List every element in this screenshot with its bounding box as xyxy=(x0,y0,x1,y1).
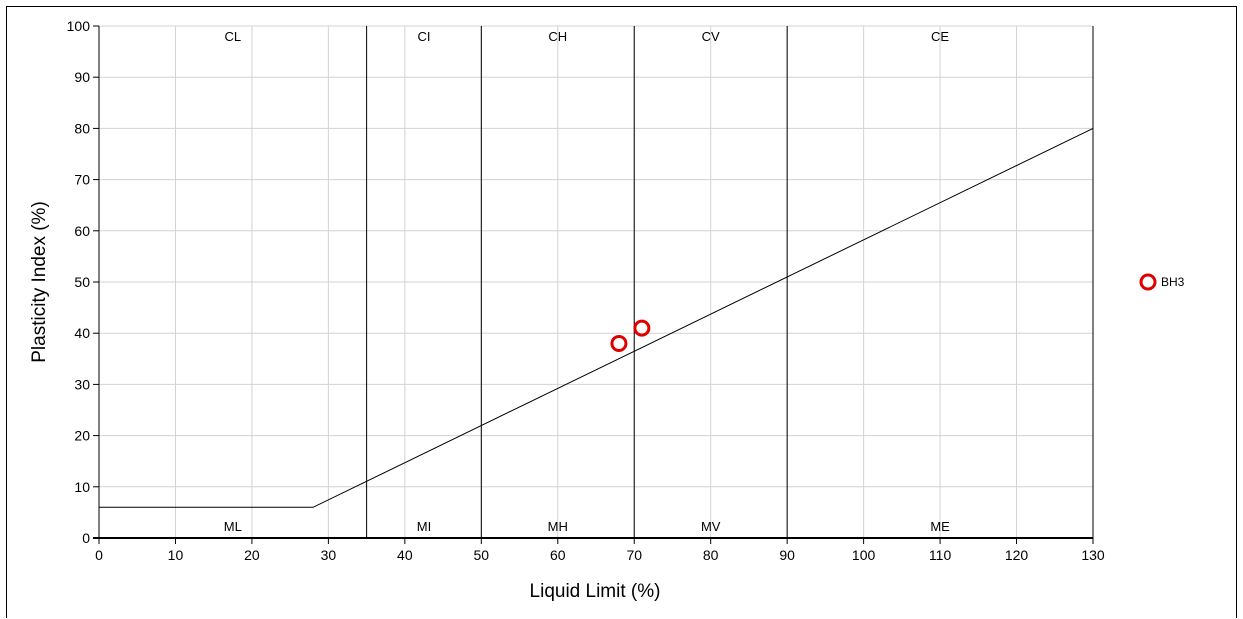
zone-label-upper: CV xyxy=(702,29,720,44)
zone-label-lower: MV xyxy=(701,519,721,534)
legend: BH3 xyxy=(1139,273,1185,291)
zone-labels: CL CI CH CV CE ML MI MH MV ME xyxy=(224,29,950,534)
tick-labels: 0 10 20 30 40 50 60 70 80 90 100 110 120 130 0 10 20 30 40… xyxy=(67,18,1105,563)
x-tick-label: 40 xyxy=(397,547,413,563)
y-tick-label: 40 xyxy=(74,325,90,341)
legend-label: BH3 xyxy=(1161,275,1185,289)
x-tick-label: 0 xyxy=(95,547,103,563)
y-tick-label: 50 xyxy=(74,274,90,290)
x-tick-label: 30 xyxy=(321,547,337,563)
y-tick-label: 60 xyxy=(74,223,90,239)
zone-label-lower: ML xyxy=(224,519,242,534)
data-point xyxy=(610,334,628,352)
y-tick-label: 70 xyxy=(74,172,90,188)
grid xyxy=(98,25,1094,539)
x-axis-title: Liquid Limit (%) xyxy=(530,581,661,602)
y-tick-label: 20 xyxy=(74,428,90,444)
x-tick-label: 120 xyxy=(1005,547,1029,563)
x-tick-label: 90 xyxy=(779,547,795,563)
x-tick-label: 80 xyxy=(703,547,719,563)
x-tick-label: 60 xyxy=(550,547,566,563)
x-tick-label: 100 xyxy=(852,547,876,563)
x-tick-label: 10 xyxy=(168,547,184,563)
x-tick-label: 70 xyxy=(626,547,642,563)
zone-label-upper: CL xyxy=(224,29,241,44)
zone-label-lower: MI xyxy=(417,519,431,534)
y-tick-label: 80 xyxy=(74,120,90,136)
y-tick-label: 0 xyxy=(82,530,90,546)
zone-label-upper: CE xyxy=(931,29,949,44)
y-tick-label: 10 xyxy=(74,479,90,495)
x-tick-label: 110 xyxy=(929,547,952,563)
y-tick-label: 100 xyxy=(67,18,91,34)
a-line xyxy=(99,127,1094,508)
zone-label-upper: CH xyxy=(548,29,567,44)
zone-boundaries xyxy=(366,26,1094,538)
x-tick-label: 50 xyxy=(474,547,490,563)
y-axis-title: Plasticity Index (%) xyxy=(29,201,50,363)
zone-label-lower: MH xyxy=(548,519,568,534)
legend-marker xyxy=(1139,273,1157,291)
axes xyxy=(93,25,1094,544)
data-point xyxy=(633,319,651,337)
chart-frame xyxy=(6,6,1237,618)
zone-label-lower: ME xyxy=(930,519,950,534)
x-tick-label: 130 xyxy=(1081,547,1105,563)
data-points xyxy=(610,319,651,352)
x-tick-label: 20 xyxy=(244,547,260,563)
zone-label-upper: CI xyxy=(417,29,430,44)
y-tick-label: 30 xyxy=(74,376,90,392)
a-line-path xyxy=(99,127,1094,508)
y-tick-label: 90 xyxy=(74,69,90,85)
